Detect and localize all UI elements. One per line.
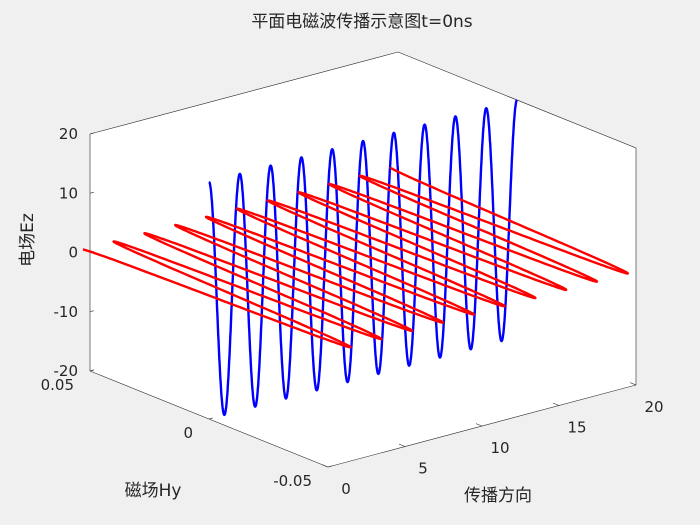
x-tick-mark [629,382,637,386]
z-axis-label: 电场Ez [18,213,38,267]
x-tick-mark [398,443,406,447]
z-tick-mark [89,132,94,135]
x-tick-mark [321,464,329,468]
z-tick-label: -20 [54,362,79,380]
y-tick-label: 0 [183,424,193,442]
z-tick-label: 0 [68,244,78,262]
x-axis-label: 传播方向 [464,486,532,506]
z-tick-mark [89,191,94,194]
x-tick-label: 5 [418,460,428,478]
y-tick-mark [327,465,332,468]
y-tick-label: -0.05 [273,472,312,490]
z-tick-mark [89,310,94,313]
x-tick-mark [552,402,560,406]
x-tick-label: 15 [567,419,586,437]
electric-field-line [207,98,518,417]
back-edge-top-left [89,51,399,135]
x-tick-label: 0 [341,480,351,498]
x-tick-mark [475,423,483,427]
z-tick-label: 20 [59,125,78,143]
y-axis-label: 磁场Hy [125,481,182,501]
y-tick-label: 0.05 [41,376,74,394]
magnetic-field-line [81,166,629,349]
plot-area [90,52,636,467]
y-tick-mark [208,417,213,420]
x-tick-label: 20 [644,398,663,416]
tick-labels: 0 5 10 15 20 -0.05 0 0.05-20 -10 0 10 20 [41,125,664,498]
series-layer [81,98,629,417]
chart-title: 平面电磁波传播示意图t=0ns [251,12,472,32]
z-tick-label: -10 [54,303,79,321]
z-tick-mark [89,369,94,372]
x-tick-label: 10 [490,439,509,457]
z-tick-label: 10 [59,184,78,202]
